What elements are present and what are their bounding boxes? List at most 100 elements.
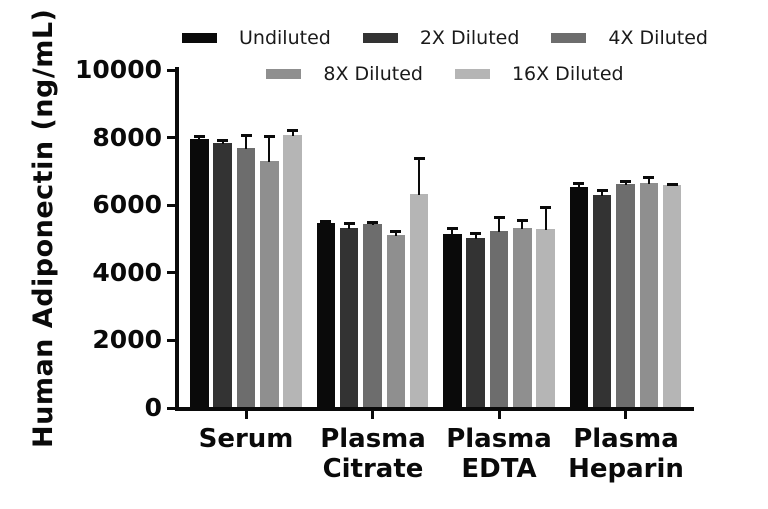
legend-item-4x-diluted: 4X Diluted	[551, 27, 708, 49]
x-tick-plasma-citrate	[371, 411, 374, 419]
y-tick-2000	[167, 339, 176, 342]
x-label-line: Serum	[198, 424, 294, 454]
bar-serum-16x-diluted	[283, 134, 302, 408]
error-bar-serum-4x-diluted	[245, 134, 247, 150]
legend-label-undiluted: Undiluted	[239, 27, 331, 49]
error-bar-plasma-citrate-8x-diluted	[394, 229, 397, 236]
y-tick-8000	[167, 136, 176, 139]
error-bar-cap-plasma-heparin-8x-diluted	[643, 175, 655, 179]
legend-item-2x-diluted: 2X Diluted	[362, 27, 520, 49]
error-bar-plasma-edta-8x-diluted	[521, 218, 524, 229]
bar-plasma-heparin-2x-diluted	[592, 195, 612, 408]
x-label-serum: Serum	[161, 424, 331, 454]
error-bar-cap-plasma-citrate-2x-diluted	[343, 221, 355, 225]
error-bar-cap-plasma-citrate-16x-diluted	[413, 156, 425, 160]
error-bar-plasma-edta-16x-diluted	[544, 205, 547, 230]
bar-serum-4x-diluted	[236, 148, 256, 408]
legend-label-4x-diluted: 4X Diluted	[608, 27, 708, 49]
error-bar-plasma-edta-undiluted	[451, 227, 454, 235]
legend-label-8x-diluted: 8X Diluted	[323, 63, 423, 85]
x-label-plasma-edta: Plasma EDTA	[414, 424, 584, 484]
bar-plasma-edta-16x-diluted	[536, 228, 555, 408]
y-tick-0	[167, 407, 176, 410]
y-tick-label-0: 0	[144, 393, 162, 422]
bar-plasma-heparin-4x-diluted	[616, 183, 635, 408]
bar-serum-2x-diluted	[213, 143, 232, 408]
y-tick-label-6000: 6000	[92, 190, 162, 219]
error-bar-cap-serum-undiluted	[193, 135, 205, 139]
error-bar-serum-8x-diluted	[268, 134, 271, 162]
error-bar-cap-plasma-heparin-2x-diluted	[596, 188, 608, 192]
error-bar-cap-plasma-edta-4x-diluted	[493, 216, 505, 220]
y-tick-label-4000: 4000	[92, 258, 162, 287]
y-tick-6000	[167, 204, 176, 207]
y-axis-line	[175, 67, 179, 411]
y-tick-label-8000: 8000	[92, 123, 162, 152]
y-tick-label-2000: 2000	[92, 325, 162, 354]
x-label-line: Heparin	[568, 454, 684, 484]
x-label-plasma-citrate: Plasma Citrate	[288, 424, 458, 484]
bar-plasma-edta-undiluted	[443, 233, 462, 408]
x-label-line: Plasma	[573, 424, 679, 454]
error-bar-cap-serum-16x-diluted	[287, 128, 299, 132]
x-tick-plasma-heparin	[624, 411, 627, 419]
bar-plasma-citrate-16x-diluted	[409, 194, 429, 408]
error-bar-plasma-edta-4x-diluted	[498, 216, 500, 232]
error-bar-cap-plasma-citrate-4x-diluted	[367, 220, 378, 224]
x-label-line: Citrate	[322, 454, 424, 484]
error-bar-cap-plasma-heparin-4x-diluted	[620, 179, 631, 183]
error-bar-serum-16x-diluted	[291, 128, 294, 136]
y-tick-10000	[167, 69, 176, 72]
error-bar-cap-plasma-edta-undiluted	[446, 227, 458, 231]
bar-serum-undiluted	[190, 139, 209, 408]
legend: Undiluted 2X Diluted 4X Diluted 8X Diluted 1…	[180, 27, 710, 85]
bar-plasma-citrate-4x-diluted	[363, 223, 382, 408]
error-bar-cap-plasma-heparin-16x-diluted	[666, 182, 678, 186]
error-bar-plasma-heparin-8x-diluted	[647, 175, 650, 184]
legend-swatch-16x-diluted	[454, 69, 490, 79]
error-bar-cap-plasma-heparin-undiluted	[573, 181, 585, 185]
y-tick-label-10000: 10000	[75, 55, 162, 84]
x-axis-line	[175, 407, 694, 411]
bar-plasma-edta-4x-diluted	[489, 230, 509, 408]
x-label-plasma-heparin: Plasma Heparin	[541, 424, 711, 484]
legend-label-2x-diluted: 2X Diluted	[419, 27, 520, 49]
error-bar-cap-plasma-edta-16x-diluted	[540, 205, 552, 209]
legend-label-16x-diluted: 16X Diluted	[511, 63, 624, 85]
legend-item-8x-diluted: 8X Diluted	[266, 63, 423, 85]
bar-plasma-citrate-8x-diluted	[386, 234, 406, 408]
error-bar-cap-plasma-citrate-8x-diluted	[390, 229, 402, 233]
bar-plasma-edta-8x-diluted	[513, 227, 532, 408]
error-bar-plasma-citrate-2x-diluted	[348, 221, 351, 229]
error-bar-cap-serum-2x-diluted	[217, 139, 229, 142]
error-bar-plasma-heparin-2x-diluted	[601, 188, 604, 197]
bar-plasma-heparin-8x-diluted	[639, 182, 659, 408]
legend-item-undiluted: Undiluted	[182, 27, 331, 49]
error-bar-cap-serum-8x-diluted	[263, 134, 275, 138]
error-bar-plasma-edta-2x-diluted	[474, 231, 477, 239]
y-tick-4000	[167, 271, 176, 274]
x-label-line: EDTA	[461, 454, 537, 484]
y-axis-title: Human Adiponectin (ng/mL)	[28, 8, 59, 448]
x-tick-serum	[245, 411, 248, 419]
x-label-line: Plasma	[446, 424, 552, 454]
x-tick-plasma-edta	[498, 411, 501, 419]
legend-swatch-2x-diluted	[362, 33, 398, 43]
legend-item-16x-diluted: 16X Diluted	[454, 63, 624, 85]
bars-layer	[177, 70, 694, 408]
legend-row-2: 8X Diluted 16X Diluted	[266, 63, 624, 85]
error-bar-cap-plasma-citrate-undiluted	[320, 220, 332, 224]
error-bar-cap-plasma-edta-2x-diluted	[470, 231, 482, 235]
x-label-line: Plasma	[320, 424, 426, 454]
bar-plasma-heparin-undiluted	[569, 186, 589, 408]
legend-swatch-undiluted	[182, 33, 218, 43]
error-bar-cap-serum-4x-diluted	[240, 134, 252, 138]
bar-serum-8x-diluted	[260, 160, 279, 408]
error-bar-plasma-citrate-16x-diluted	[418, 156, 421, 196]
legend-swatch-8x-diluted	[266, 69, 302, 79]
legend-swatch-4x-diluted	[551, 33, 587, 43]
bar-plasma-edta-2x-diluted	[466, 237, 485, 408]
bar-plasma-citrate-2x-diluted	[339, 227, 359, 408]
error-bar-cap-plasma-edta-8x-diluted	[516, 218, 528, 222]
